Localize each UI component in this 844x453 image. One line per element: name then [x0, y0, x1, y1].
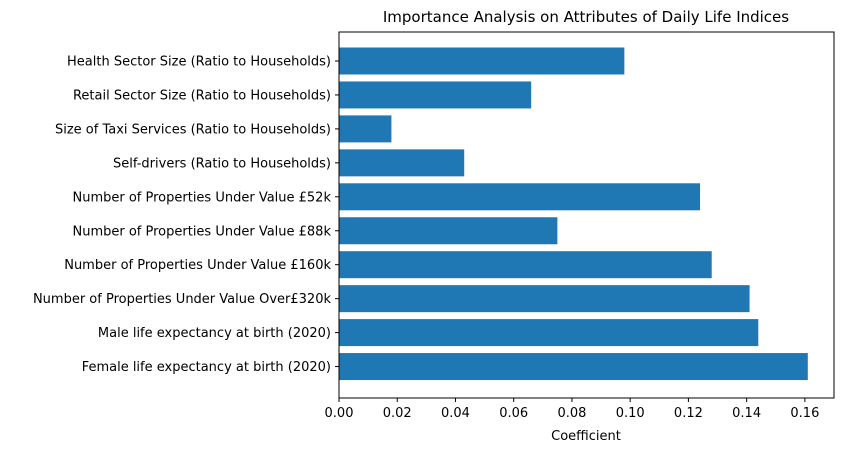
- bar: [339, 81, 532, 109]
- bar: [339, 183, 701, 211]
- y-tick-label: Number of Properties Under Value £160k: [64, 258, 331, 273]
- x-tick-label: 0.14: [732, 406, 761, 421]
- x-tick-label: 0.00: [325, 406, 354, 421]
- bars-group: [339, 47, 808, 381]
- y-tick-label: Female life expectancy at birth (2020): [82, 360, 331, 375]
- bar: [339, 217, 558, 245]
- x-tick-label: 0.06: [499, 406, 528, 421]
- y-tick-label: Male life expectancy at birth (2020): [98, 326, 331, 341]
- y-tick-label: Number of Properties Under Value £88k: [72, 224, 331, 239]
- x-tick-label: 0.16: [790, 406, 819, 421]
- y-tick-label: Self-drivers (Ratio to Households): [113, 156, 331, 171]
- x-tick-label: 0.02: [383, 406, 412, 421]
- bar: [339, 353, 808, 381]
- x-tick-label: 0.10: [616, 406, 645, 421]
- bar: [339, 251, 712, 279]
- y-tick-label: Number of Properties Under Value £52k: [72, 190, 331, 205]
- bar: [339, 149, 465, 177]
- x-axis-ticks: 0.00 0.02 0.04 0.06 0.08 0.10 0.12 0.14 0.16: [325, 398, 819, 421]
- bar: [339, 319, 759, 347]
- plot-frame: [338, 31, 835, 399]
- y-tick-label: Health Sector Size (Ratio to Households): [67, 55, 331, 70]
- x-tick-label: 0.12: [674, 406, 703, 421]
- y-axis-ticks: Health Sector Size (Ratio to Households)…: [33, 55, 339, 375]
- bar: [339, 47, 625, 75]
- y-tick-label: Number of Properties Under Value Over£32…: [33, 292, 332, 307]
- x-axis-label: Coefficient: [551, 429, 621, 444]
- x-tick-label: 0.04: [441, 406, 470, 421]
- x-tick-label: 0.08: [557, 406, 586, 421]
- bar: [339, 285, 750, 313]
- y-tick-label: Size of Taxi Services (Ratio to Househol…: [55, 122, 331, 137]
- chart-title: Importance Analysis on Attributes of Dai…: [383, 8, 789, 26]
- y-tick-label: Retail Sector Size (Ratio to Households): [73, 88, 331, 103]
- bar: [339, 115, 392, 143]
